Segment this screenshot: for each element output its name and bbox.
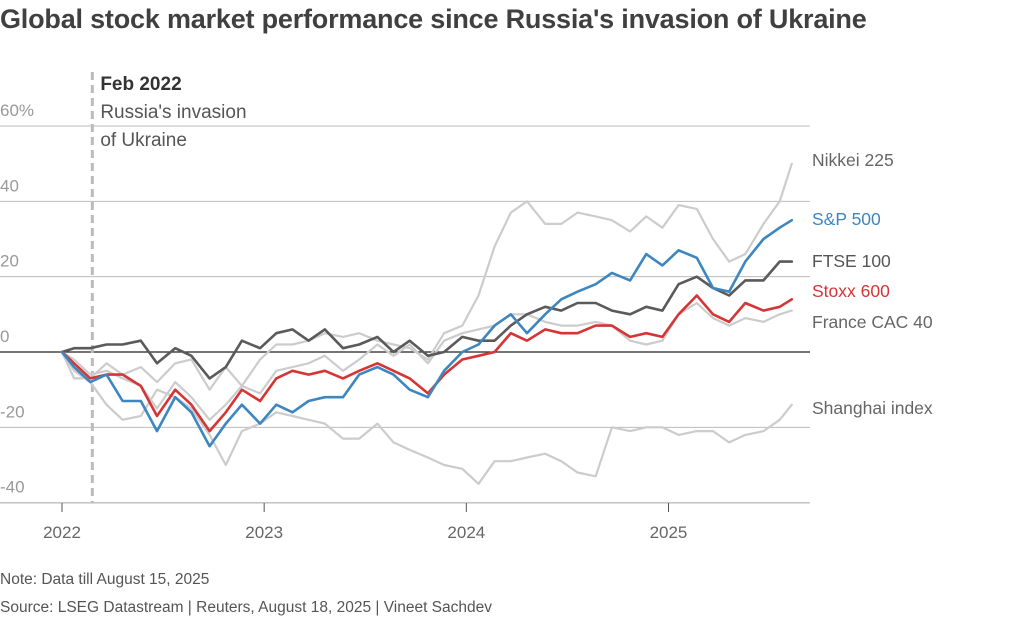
chart-title: Global stock market performance since Ru… — [0, 4, 867, 34]
series-line-nikkei-225 — [60, 162, 793, 391]
series-label-nikkei-225: Nikkei 225 — [812, 150, 894, 170]
y-tick-label: -20 — [0, 402, 25, 421]
x-tick-label: 2022 — [43, 523, 81, 542]
gridlines: 60% 40 20 0 -20 -40 — [0, 101, 810, 504]
series-label-stoxx-600: Stoxx 600 — [812, 281, 890, 301]
y-tick-label: 40 — [0, 176, 19, 195]
series-label-s-p-500: S&P 500 — [812, 209, 881, 229]
series-label-ftse-100: FTSE 100 — [812, 251, 891, 271]
event-text: Russia's invasion — [100, 102, 246, 123]
event-annotation: Feb 2022 Russia's invasion of Ukraine — [90, 72, 247, 503]
series-label-shanghai-index: Shanghai index — [812, 398, 933, 418]
y-tick-label: 20 — [0, 252, 19, 271]
series-line-s-p-500 — [60, 218, 794, 448]
x-tick-label: 2025 — [650, 523, 688, 542]
y-tick-label: 60% — [0, 101, 34, 120]
y-tick-label: 0 — [0, 327, 9, 346]
series-labels: Nikkei 225 Shanghai index France CAC 40 FTS… — [812, 150, 933, 418]
x-tick-label: 2023 — [245, 523, 283, 542]
series-line-stoxx-600 — [60, 294, 794, 433]
series-label-france-cac-40: France CAC 40 — [812, 312, 933, 332]
x-axis: 2022 2023 2024 2025 — [0, 502, 810, 542]
series-lines — [60, 162, 794, 485]
chart-source: Source: LSEG Datastream | Reuters, Augus… — [0, 599, 492, 616]
event-text: of Ukraine — [100, 130, 187, 151]
event-title: Feb 2022 — [100, 74, 181, 95]
x-tick-label: 2024 — [447, 523, 485, 542]
chart-note: Note: Data till August 15, 2025 — [0, 571, 210, 588]
series-line-ftse-100 — [60, 260, 794, 380]
y-tick-label: -40 — [0, 478, 25, 497]
series-line-shanghai-index — [60, 350, 793, 485]
